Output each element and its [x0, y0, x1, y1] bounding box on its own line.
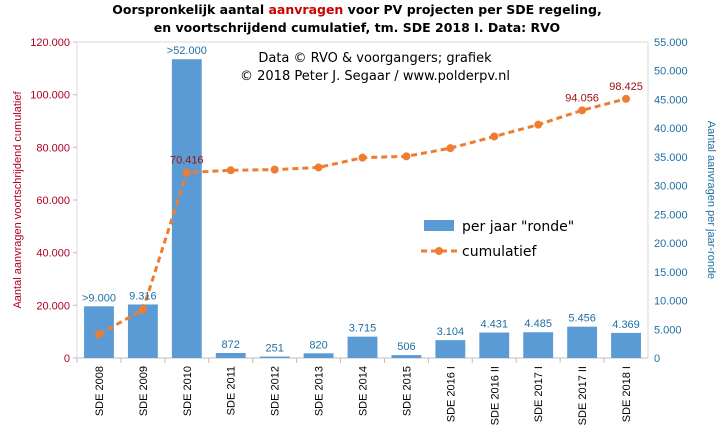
y2-tick-label: 55.000 [654, 37, 688, 49]
x-tick-label: SDE 2015 [401, 366, 413, 416]
x-tick-label: SDE 2017 I [533, 366, 545, 422]
x-tick-label: SDE 2010 [182, 366, 194, 416]
line-point [138, 305, 147, 314]
bar [391, 355, 422, 358]
y2-tick-label: 30.000 [654, 181, 688, 193]
x-tick-label: SDE 2014 [358, 366, 370, 416]
x-tick-label: SDE 2011 [226, 366, 238, 415]
y-tick-label: 20.000 [36, 300, 70, 312]
y2-tick-label: 35.000 [654, 152, 688, 164]
bar-value-label: >9.000 [82, 292, 116, 304]
bar [567, 326, 598, 358]
bar [611, 332, 641, 358]
credit-line2: © 2018 Peter J. Segaar / www.polderpv.nl [240, 69, 510, 84]
line-point [402, 152, 411, 161]
bar [215, 352, 246, 358]
bar-value-label: 251 [265, 343, 283, 355]
line-point [314, 163, 323, 172]
y-axis-title: Aantal aanvragen voortschrijdend cumulat… [12, 91, 24, 309]
x-tick-label: SDE 2017 II [577, 366, 589, 425]
bar-value-label: 820 [309, 339, 327, 351]
line-point [94, 330, 103, 339]
bar [523, 332, 554, 358]
bar-value-label: 3.715 [349, 323, 377, 335]
bar-value-label: 5.456 [568, 313, 596, 325]
bar [347, 336, 378, 358]
line-value-label: 70.416 [170, 155, 204, 167]
line-series [94, 94, 631, 339]
y-tick-label: 40.000 [36, 248, 70, 260]
bar [171, 59, 202, 359]
legend-bar-swatch [424, 220, 454, 231]
legend-line-marker [435, 247, 443, 255]
credit-line1: Data © RVO & voorgangers; grafiek [258, 51, 492, 66]
title-text-end: voor PV projecten per SDE regeling, [343, 2, 601, 17]
bar-value-label: 4.485 [524, 318, 552, 330]
bar-value-label: 3.104 [437, 326, 465, 338]
chart-title-line2: en voortschrijdend cumulatief, tm. SDE 2… [154, 20, 560, 35]
title-text-highlight: aanvragen [268, 2, 343, 17]
title-text-start: Oorspronkelijk aantal [112, 2, 268, 17]
legend-line-label: cumulatief [462, 244, 538, 260]
y2-tick-label: 45.000 [654, 94, 688, 106]
y-tick-label: 120.000 [30, 37, 70, 49]
legend: per jaar "ronde" cumulatief [412, 185, 594, 267]
bar [303, 353, 334, 358]
x-tick-label: SDE 2018 I [621, 366, 633, 422]
bar-value-label: 9.316 [129, 290, 157, 302]
y2-tick-label: 10.000 [654, 296, 688, 308]
y2-tick-label: 25.000 [654, 209, 688, 221]
axes: 0 20.000 40.000 60.000 80.000 100.000 120.000 0… [12, 37, 717, 425]
y2-tick-label: 5.000 [654, 324, 682, 336]
x-tick-label: SDE 2008 [94, 366, 106, 416]
bar-value-label: 4.431 [481, 319, 509, 331]
line-point [578, 106, 587, 115]
x-tick-label: SDE 2012 [270, 366, 282, 416]
bar-value-label: 4.369 [612, 319, 640, 331]
bar-value-label: >52.000 [167, 45, 207, 57]
line-point [446, 144, 455, 153]
data-labels: >9.000 9.316 >52.000 872 251 820 3.715 506 3.104… [82, 45, 643, 354]
line-point [270, 165, 279, 174]
legend-bar-label: per jaar "ronde" [462, 219, 574, 235]
y-tick-label: 100.000 [30, 90, 70, 102]
chart-title-line1: Oorspronkelijk aantal aanvragen voor PV … [112, 2, 601, 17]
y2-tick-label: 40.000 [654, 123, 688, 135]
y-tick-label: 0 [64, 353, 70, 365]
bar-value-label: 506 [397, 341, 415, 353]
line-point [182, 168, 191, 177]
y2-axis-title: Aantal aanvragen per jaar-ronde [705, 121, 717, 279]
bar [259, 356, 290, 358]
bar-series [84, 59, 641, 359]
y2-tick-label: 20.000 [654, 238, 688, 250]
y-tick-label: 60.000 [36, 195, 70, 207]
x-tick-label: SDE 2016 II [489, 366, 501, 425]
bar-value-label: 872 [222, 339, 240, 351]
x-tick-label: SDE 2009 [138, 366, 150, 416]
y2-tick-label: 50.000 [654, 66, 688, 78]
line-value-label: 98.425 [609, 81, 643, 93]
line-point [622, 94, 631, 103]
line-point [534, 120, 543, 129]
bar [479, 332, 510, 358]
bar [435, 340, 466, 358]
y-tick-label: 80.000 [36, 142, 70, 154]
x-tick-label: SDE 2016 I [445, 366, 457, 422]
y2-tick-label: 15.000 [654, 267, 688, 279]
x-tick-label: SDE 2013 [314, 366, 326, 416]
line-point [490, 132, 499, 141]
line-point [358, 153, 367, 162]
y2-tick-label: 0 [654, 353, 660, 365]
line-value-label: 94.056 [565, 92, 599, 104]
line-point [226, 166, 235, 175]
